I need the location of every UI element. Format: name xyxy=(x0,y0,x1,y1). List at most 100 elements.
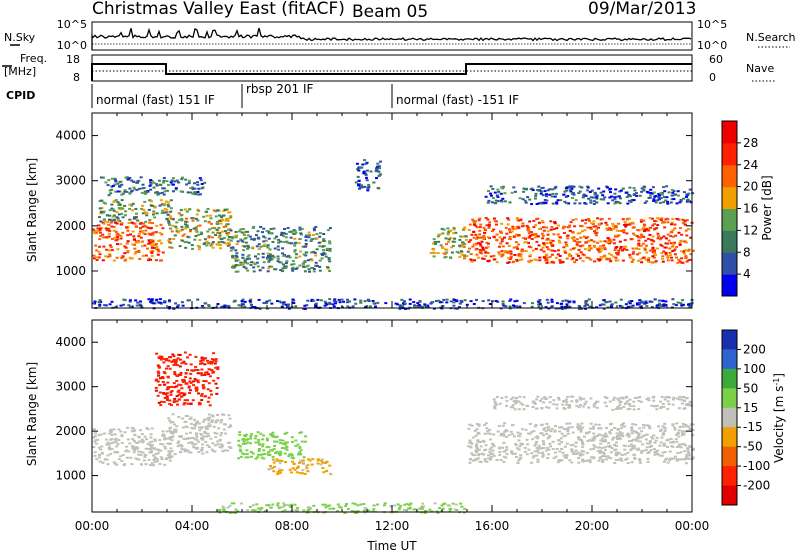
power-cell xyxy=(112,225,116,228)
power-cell xyxy=(322,238,326,240)
cpid-segment-1: normal (fast) 151 IF xyxy=(96,93,215,107)
velocity-cell xyxy=(244,433,248,436)
power-cell xyxy=(607,226,611,229)
power-cell xyxy=(653,251,657,254)
power-cell xyxy=(607,217,611,220)
power-cell xyxy=(467,240,471,243)
power-cell xyxy=(111,238,114,240)
power-cell xyxy=(172,238,176,240)
power-cell xyxy=(120,199,124,202)
velocity-cell xyxy=(200,446,204,449)
velocity-cell xyxy=(615,432,619,435)
power-cell xyxy=(550,305,554,308)
power-cell xyxy=(167,205,171,208)
velocity-cell xyxy=(493,405,497,408)
power-cell xyxy=(346,305,350,308)
power-cell xyxy=(438,233,442,236)
power-cell xyxy=(608,242,612,245)
power-cell xyxy=(675,256,679,259)
velocity-cell xyxy=(278,470,282,472)
power-cell xyxy=(473,259,477,262)
power-cell xyxy=(645,251,649,254)
velocity-cell xyxy=(610,429,613,431)
power-cell xyxy=(527,232,531,235)
power-cell xyxy=(219,222,223,225)
velocity-cell xyxy=(305,465,308,468)
velocity-cell xyxy=(194,432,198,435)
velocity-cell xyxy=(602,453,606,456)
power-cell xyxy=(328,298,332,301)
power-cell xyxy=(318,269,322,272)
velocity-cell xyxy=(301,469,305,472)
power-cell xyxy=(177,181,181,184)
velocity-cell xyxy=(207,396,211,399)
velocity-cell xyxy=(179,384,183,387)
power-cell xyxy=(666,233,670,236)
velocity-cell xyxy=(663,422,667,425)
power-cell xyxy=(463,243,467,246)
velocity-cell xyxy=(177,353,181,356)
power-cell xyxy=(599,249,603,252)
velocity-cell xyxy=(579,404,582,407)
power-cell xyxy=(562,246,566,249)
power-cell xyxy=(141,183,145,186)
power-cell xyxy=(474,224,478,227)
power-cell xyxy=(673,227,677,230)
velocity-cell xyxy=(666,445,669,448)
power-cell xyxy=(174,302,178,305)
power-cell xyxy=(98,228,102,231)
velocity-cell xyxy=(467,445,471,448)
velocity-cell xyxy=(682,443,686,445)
power-cell xyxy=(613,192,617,195)
power-cell xyxy=(136,301,140,304)
power-cell xyxy=(658,302,661,305)
velocity-cell xyxy=(538,447,542,450)
power-cell xyxy=(227,241,231,244)
velocity-cell xyxy=(288,504,292,507)
velocity-cell xyxy=(544,449,548,452)
power-cell xyxy=(463,226,467,229)
velocity-cell xyxy=(633,457,637,460)
velocity-cell xyxy=(171,421,175,424)
power-cell xyxy=(525,224,529,227)
power-heatmap xyxy=(92,159,695,310)
power-cell xyxy=(237,304,241,307)
power-cell xyxy=(205,210,209,213)
velocity-cell xyxy=(187,441,191,444)
velocity-cell xyxy=(158,355,162,358)
velocity-cell xyxy=(525,453,529,456)
power-cell xyxy=(508,228,512,230)
power-cell xyxy=(541,237,545,240)
velocity-cell xyxy=(210,448,214,451)
nsearch-tick-bottom: 10^0 xyxy=(697,39,727,52)
velocity-cell xyxy=(582,450,585,453)
velocity-cell xyxy=(275,450,279,453)
velocity-cell xyxy=(684,462,688,465)
velocity-cell xyxy=(579,429,583,431)
power-cell xyxy=(604,301,608,304)
power-cell xyxy=(432,248,436,251)
power-cell xyxy=(196,225,200,227)
velocity-cell xyxy=(168,430,172,432)
power-cell xyxy=(625,191,629,194)
velocity-cell xyxy=(606,445,610,448)
power-cell xyxy=(609,187,613,190)
power-cell xyxy=(684,241,688,244)
power-cell xyxy=(316,298,320,301)
power-cell xyxy=(232,266,236,269)
velocity-cell xyxy=(267,450,271,453)
velocity-cell xyxy=(617,458,621,461)
power-cell xyxy=(670,259,674,262)
velocity-cell xyxy=(216,366,220,369)
power-cell xyxy=(101,233,105,236)
velocity-cell xyxy=(515,401,519,404)
velocity-cell xyxy=(175,400,179,403)
power-cell xyxy=(629,238,633,241)
power-cell xyxy=(550,243,553,246)
velocity-cell xyxy=(209,360,213,363)
power-cell xyxy=(123,252,127,255)
power-cell xyxy=(432,238,436,241)
velocity-colorbar-segment xyxy=(722,485,737,506)
power-cell xyxy=(477,241,481,244)
